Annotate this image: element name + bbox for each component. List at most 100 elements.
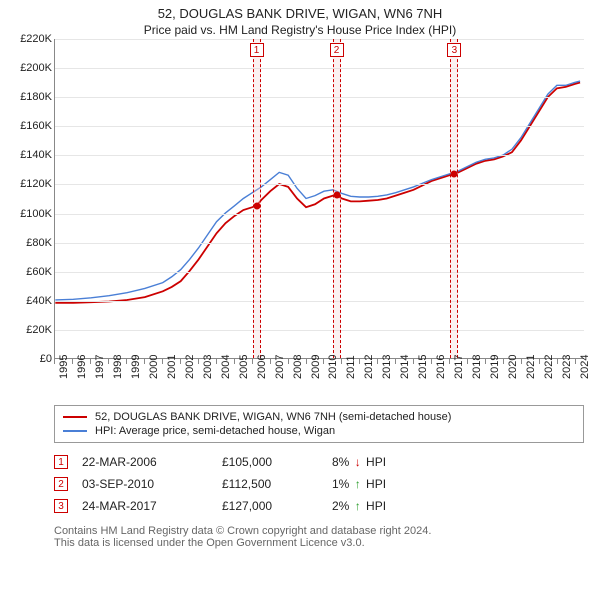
legend-label: 52, DOUGLAS BANK DRIVE, WIGAN, WN6 7NH (… <box>95 411 451 423</box>
sale-date: 24-MAR-2017 <box>82 499 222 513</box>
sale-marker-band <box>253 39 261 358</box>
y-tick-label: £160K <box>20 120 52 132</box>
gridline <box>55 330 584 331</box>
x-tick-label: 2005 <box>238 355 250 379</box>
legend: 52, DOUGLAS BANK DRIVE, WIGAN, WN6 7NH (… <box>54 405 584 443</box>
arrow-up-icon: ↑ <box>353 499 363 513</box>
sale-marker-dot <box>451 171 458 178</box>
x-tick-label: 2022 <box>543 355 555 379</box>
x-tick-label: 2024 <box>579 355 591 379</box>
sale-number-box: 3 <box>54 499 68 513</box>
y-tick-label: £80K <box>26 237 52 249</box>
gridline <box>55 97 584 98</box>
y-tick-label: £180K <box>20 91 52 103</box>
y-tick-label: £140K <box>20 149 52 161</box>
gridline <box>55 68 584 69</box>
legend-row: 52, DOUGLAS BANK DRIVE, WIGAN, WN6 7NH (… <box>63 410 575 424</box>
title-address: 52, DOUGLAS BANK DRIVE, WIGAN, WN6 7NH <box>10 6 590 21</box>
x-tick-label: 2010 <box>327 355 339 379</box>
y-tick-label: £220K <box>20 33 52 45</box>
gridline <box>55 126 584 127</box>
series-hpi <box>55 81 580 300</box>
sale-price: £105,000 <box>222 455 332 469</box>
x-tick-mark <box>270 359 271 364</box>
x-tick-mark <box>54 359 55 364</box>
sale-row: 203-SEP-2010£112,5001% ↑ HPI <box>54 473 590 495</box>
x-tick-label: 2013 <box>381 355 393 379</box>
sale-marker-box: 2 <box>330 43 344 57</box>
sale-marker-dot <box>253 203 260 210</box>
y-tick-label: £0 <box>40 353 52 365</box>
x-tick-label: 2018 <box>471 355 483 379</box>
x-tick-mark <box>252 359 253 364</box>
x-tick-label: 2011 <box>345 355 357 379</box>
x-tick-mark <box>449 359 450 364</box>
footer: Contains HM Land Registry data © Crown c… <box>54 525 590 549</box>
x-tick-label: 2023 <box>561 355 573 379</box>
sale-marker-box: 3 <box>447 43 461 57</box>
x-tick-mark <box>539 359 540 364</box>
x-tick-label: 2009 <box>310 355 322 379</box>
footer-line1: Contains HM Land Registry data © Crown c… <box>54 525 590 537</box>
series-property <box>55 82 580 302</box>
titles: 52, DOUGLAS BANK DRIVE, WIGAN, WN6 7NH P… <box>10 6 590 37</box>
x-tick-mark <box>216 359 217 364</box>
x-tick-mark <box>431 359 432 364</box>
x-tick-label: 1995 <box>58 355 70 379</box>
x-tick-mark <box>126 359 127 364</box>
gridline <box>55 243 584 244</box>
legend-row: HPI: Average price, semi-detached house,… <box>63 424 575 438</box>
sale-marker-dot <box>333 192 340 199</box>
x-tick-mark <box>144 359 145 364</box>
sale-marker-box: 1 <box>250 43 264 57</box>
x-tick-label: 1996 <box>76 355 88 379</box>
title-subtitle: Price paid vs. HM Land Registry's House … <box>10 23 590 37</box>
arrow-up-icon: ↑ <box>353 477 363 491</box>
x-tick-mark <box>503 359 504 364</box>
sales-list: 122-MAR-2006£105,0008% ↓ HPI203-SEP-2010… <box>54 451 590 517</box>
plot-area: 1 2 3 <box>54 39 584 359</box>
sale-number-box: 2 <box>54 477 68 491</box>
sale-hpi-delta: 8% ↓ HPI <box>332 455 452 469</box>
x-tick-mark <box>288 359 289 364</box>
legend-swatch <box>63 416 87 418</box>
x-tick-mark <box>557 359 558 364</box>
x-tick-label: 2019 <box>489 355 501 379</box>
chart-zone: £0£20K£40K£60K£80K£100K£120K£140K£160K£1… <box>10 39 590 399</box>
x-tick-mark <box>359 359 360 364</box>
gridline <box>55 272 584 273</box>
sale-date: 22-MAR-2006 <box>82 455 222 469</box>
x-tick-mark <box>575 359 576 364</box>
gridline <box>55 214 584 215</box>
sale-row: 324-MAR-2017£127,0002% ↑ HPI <box>54 495 590 517</box>
chart-container: 52, DOUGLAS BANK DRIVE, WIGAN, WN6 7NH P… <box>0 0 600 559</box>
footer-line2: This data is licensed under the Open Gov… <box>54 537 590 549</box>
sale-hpi-delta: 2% ↑ HPI <box>332 499 452 513</box>
x-tick-label: 2008 <box>292 355 304 379</box>
x-tick-label: 2004 <box>220 355 232 379</box>
x-tick-label: 2020 <box>507 355 519 379</box>
sale-marker-band <box>450 39 458 358</box>
x-tick-label: 1999 <box>130 355 142 379</box>
x-tick-mark <box>72 359 73 364</box>
legend-swatch <box>63 430 87 432</box>
y-tick-label: £120K <box>20 178 52 190</box>
y-tick-label: £40K <box>26 295 52 307</box>
gridline <box>55 184 584 185</box>
sale-date: 03-SEP-2010 <box>82 477 222 491</box>
x-tick-label: 2016 <box>435 355 447 379</box>
y-tick-label: £60K <box>26 266 52 278</box>
x-tick-mark <box>323 359 324 364</box>
x-tick-label: 2001 <box>166 355 178 379</box>
x-tick-mark <box>521 359 522 364</box>
x-tick-mark <box>395 359 396 364</box>
chart-lines <box>55 39 584 358</box>
arrow-down-icon: ↓ <box>353 455 363 469</box>
x-tick-label: 2002 <box>184 355 196 379</box>
x-tick-label: 2014 <box>399 355 411 379</box>
x-tick-label: 2007 <box>274 355 286 379</box>
x-tick-label: 1998 <box>112 355 124 379</box>
x-tick-label: 2003 <box>202 355 214 379</box>
x-tick-mark <box>413 359 414 364</box>
sale-hpi-delta: 1% ↑ HPI <box>332 477 452 491</box>
